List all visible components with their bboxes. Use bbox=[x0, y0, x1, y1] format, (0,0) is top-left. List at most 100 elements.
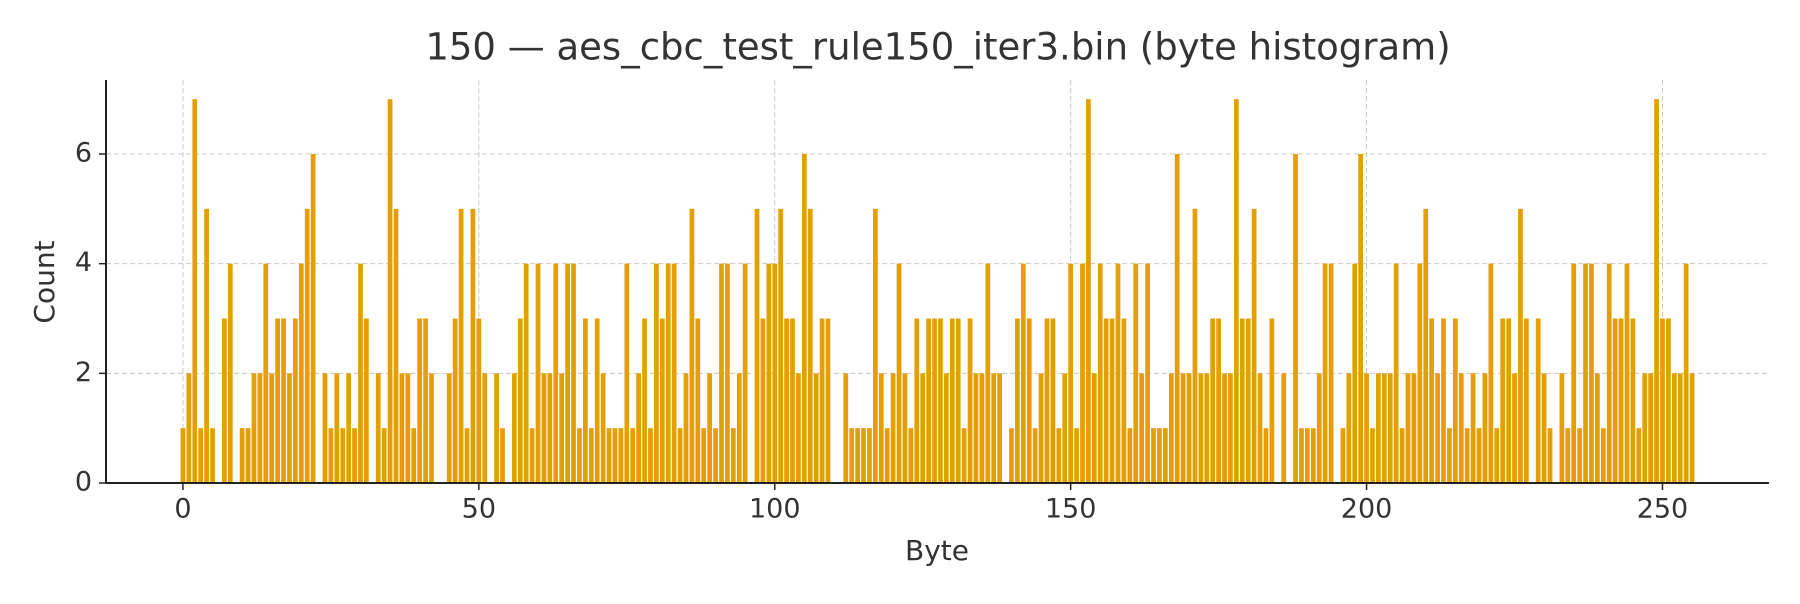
bar bbox=[423, 318, 428, 483]
x-axis-label: Byte bbox=[905, 534, 969, 567]
bar bbox=[713, 428, 718, 483]
bar bbox=[399, 373, 405, 483]
bar bbox=[1080, 263, 1085, 483]
bar bbox=[1032, 428, 1038, 483]
bar bbox=[263, 263, 269, 483]
bar bbox=[1062, 373, 1068, 483]
bar bbox=[1583, 263, 1588, 483]
bar bbox=[429, 373, 434, 483]
bar bbox=[1364, 373, 1369, 483]
bar bbox=[825, 318, 831, 483]
bar bbox=[630, 428, 636, 483]
bar bbox=[766, 263, 772, 483]
bar bbox=[1310, 428, 1316, 483]
bar bbox=[1103, 318, 1109, 483]
bar bbox=[1020, 263, 1026, 483]
bar bbox=[221, 318, 227, 483]
bar bbox=[375, 373, 381, 483]
bar bbox=[1660, 318, 1665, 483]
bar bbox=[1263, 428, 1269, 483]
bar bbox=[1417, 263, 1423, 483]
bar bbox=[1506, 318, 1511, 483]
bar bbox=[1233, 99, 1239, 483]
bar bbox=[482, 373, 488, 483]
bar bbox=[387, 99, 393, 483]
bar bbox=[1086, 99, 1091, 483]
bar bbox=[210, 428, 215, 483]
x-tick-label: 0 bbox=[174, 494, 191, 525]
bar bbox=[1222, 373, 1227, 483]
bar bbox=[807, 208, 813, 483]
bar bbox=[689, 208, 695, 483]
bar bbox=[1346, 373, 1352, 483]
bar bbox=[1015, 318, 1020, 483]
bar bbox=[411, 428, 417, 483]
bar bbox=[476, 318, 482, 483]
bar bbox=[1121, 318, 1127, 483]
bar bbox=[1518, 208, 1523, 483]
bar bbox=[334, 373, 340, 483]
bar bbox=[251, 373, 257, 483]
bar bbox=[1470, 373, 1476, 483]
bar bbox=[1151, 428, 1156, 483]
bar bbox=[1162, 428, 1168, 483]
bar bbox=[760, 318, 766, 483]
bar bbox=[772, 263, 778, 483]
bar bbox=[1281, 373, 1287, 483]
bar bbox=[1458, 373, 1464, 483]
bar bbox=[1547, 428, 1553, 483]
bar bbox=[642, 318, 647, 483]
bar bbox=[719, 263, 724, 483]
bar bbox=[938, 318, 943, 483]
bar bbox=[1204, 373, 1210, 483]
bar bbox=[198, 428, 204, 483]
bar bbox=[1139, 373, 1145, 483]
bar bbox=[1666, 318, 1671, 483]
y-tick-label: 6 bbox=[75, 138, 92, 169]
bar bbox=[541, 373, 547, 483]
bar bbox=[1399, 428, 1405, 483]
bar bbox=[1523, 318, 1529, 483]
bar bbox=[612, 428, 618, 483]
bar bbox=[1133, 263, 1139, 483]
bar bbox=[1559, 373, 1565, 483]
bar bbox=[1648, 373, 1654, 483]
bar bbox=[464, 428, 470, 483]
bar bbox=[920, 373, 926, 483]
bar bbox=[1387, 373, 1393, 483]
bar bbox=[1038, 373, 1044, 483]
bar bbox=[180, 428, 186, 483]
bar bbox=[742, 263, 748, 483]
bar bbox=[322, 373, 328, 483]
bar bbox=[813, 373, 819, 483]
bar bbox=[381, 428, 387, 483]
bar bbox=[1612, 318, 1618, 483]
bar bbox=[1127, 428, 1133, 483]
bar bbox=[358, 263, 363, 483]
bar bbox=[973, 373, 979, 483]
bar bbox=[849, 428, 855, 483]
bar bbox=[648, 428, 653, 483]
x-tick-label: 150 bbox=[1045, 494, 1097, 525]
bar bbox=[1405, 373, 1411, 483]
bar bbox=[967, 318, 973, 483]
bar bbox=[1328, 263, 1334, 483]
bar bbox=[1174, 154, 1180, 484]
bar bbox=[707, 373, 713, 483]
bar bbox=[725, 263, 730, 483]
bar bbox=[754, 208, 760, 483]
bar bbox=[985, 263, 991, 483]
x-tick-label: 100 bbox=[749, 494, 801, 525]
bar bbox=[1245, 318, 1251, 483]
bar bbox=[1654, 99, 1659, 483]
bar bbox=[884, 428, 890, 483]
bar bbox=[588, 428, 594, 483]
bar bbox=[867, 428, 872, 483]
bar bbox=[245, 428, 251, 483]
bar bbox=[1068, 263, 1074, 483]
bar bbox=[1642, 373, 1648, 483]
bar bbox=[494, 373, 499, 483]
y-axis-label: Count bbox=[28, 240, 61, 323]
bar bbox=[1157, 428, 1162, 483]
bar bbox=[1488, 263, 1494, 483]
